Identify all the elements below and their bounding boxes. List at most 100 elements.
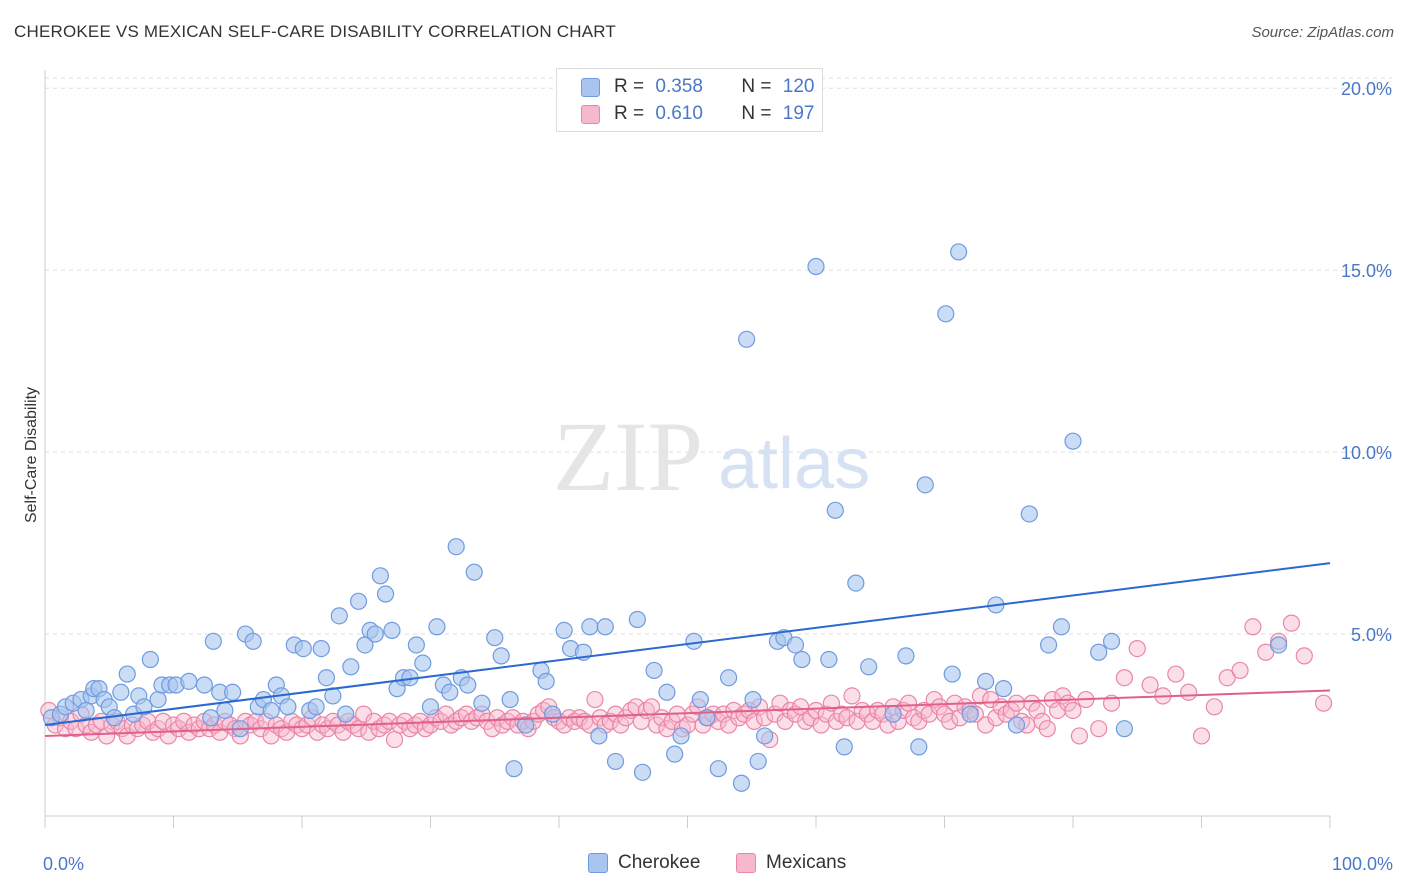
mexican-point: [1167, 665, 1185, 683]
cherokee-point: [732, 774, 751, 792]
legend-r-label: R =: [614, 103, 650, 124]
cherokee-point: [755, 727, 774, 745]
cherokee-point: [224, 683, 242, 701]
cherokee-point: [428, 618, 446, 636]
cherokee-point: [473, 694, 491, 712]
cherokee-point: [421, 698, 440, 716]
cherokee-point: [709, 760, 727, 778]
mexican-point: [1180, 683, 1198, 701]
cherokee-point: [633, 763, 652, 781]
watermark: ZIP atlas: [553, 401, 870, 512]
cherokee-point: [501, 690, 519, 709]
mexican-point: [1070, 727, 1089, 745]
cherokee-point: [807, 257, 825, 276]
cherokee-point: [77, 701, 95, 720]
bottom-legend-cherokee: Cherokee: [588, 852, 700, 874]
cherokee-label: Cherokee: [618, 852, 701, 873]
mexican-point: [1028, 701, 1046, 720]
cherokee-point: [118, 665, 136, 683]
cherokee-point: [961, 705, 979, 723]
cherokee-point: [180, 672, 198, 690]
mexican-point: [1231, 661, 1249, 680]
cherokee-point: [465, 563, 483, 581]
cherokee-point: [244, 632, 262, 650]
legend-r-value: 0.358: [655, 76, 703, 97]
cherokee-point: [977, 672, 995, 690]
mexican-point: [1038, 720, 1056, 738]
mexican-point: [1141, 676, 1159, 694]
cherokee-point: [685, 632, 703, 650]
mexican-point: [1064, 701, 1082, 720]
cherokee-point: [884, 705, 902, 723]
y-axis-title: Self-Care Disability: [23, 387, 40, 523]
cherokee-point: [916, 476, 934, 494]
cherokee-point: [317, 669, 336, 687]
cherokee-point: [543, 705, 562, 723]
cherokee-point: [910, 738, 928, 756]
legend-row-cherokee: R = 0.358 N = 120: [581, 74, 814, 100]
trend-lines: [44, 562, 1331, 737]
cherokee-point: [937, 305, 955, 323]
mexican-point: [98, 727, 116, 745]
y-tick-label: 5.0%: [1351, 625, 1392, 645]
cherokee-point: [195, 676, 213, 694]
cherokee-point: [950, 243, 968, 261]
cherokee-point: [330, 607, 348, 625]
cherokee-point: [441, 683, 459, 701]
cherokee-point: [294, 640, 312, 658]
cherokee-point: [492, 647, 510, 665]
cherokee-point: [860, 658, 878, 676]
cherokee-point: [414, 654, 432, 672]
mexican-point: [987, 709, 1005, 727]
x-tick-label: 100.0%: [1332, 854, 1393, 874]
legend-n-label: N =: [741, 76, 777, 97]
legend-n-value: 197: [782, 103, 815, 124]
legend-r-value: 0.610: [655, 103, 703, 124]
y-tick-label: 10.0%: [1341, 443, 1392, 463]
cherokee-point: [628, 610, 646, 629]
axes: [44, 70, 1331, 828]
cherokee-point: [820, 650, 838, 669]
mexican-point: [1218, 669, 1236, 687]
cherokee-point: [1052, 618, 1071, 636]
mexican-point: [1314, 694, 1333, 712]
cherokee-point: [555, 621, 573, 640]
cherokee-point: [606, 752, 625, 771]
cherokee-point: [698, 709, 716, 727]
mexicans-label: Mexicans: [766, 852, 847, 873]
cherokee-point: [691, 690, 709, 709]
bottom-legend-mexicans: Mexicans: [736, 852, 846, 874]
cherokee-point: [279, 698, 297, 716]
mexican-point: [899, 694, 918, 712]
source-credit: Source: ZipAtlas.com: [1251, 24, 1394, 41]
cherokee-point: [672, 727, 690, 745]
cherokee-point: [744, 690, 762, 709]
cherokee-point: [112, 683, 130, 701]
watermark-atlas: atlas: [718, 424, 870, 504]
mexican-point: [1090, 720, 1108, 738]
cherokee-point: [786, 636, 805, 654]
cherokee-point: [995, 680, 1013, 698]
cherokee-point: [216, 701, 234, 720]
cherokee-point: [1007, 716, 1026, 734]
cherokee-point: [826, 501, 844, 519]
mexican-point: [1295, 647, 1313, 665]
cherokee-point: [658, 683, 676, 701]
mexican-point: [1244, 618, 1262, 636]
cherokee-point: [738, 330, 756, 348]
cherokee-point: [505, 760, 523, 778]
cherokee-point: [847, 574, 865, 592]
y-tick-label: 15.0%: [1341, 261, 1392, 281]
mexican-point: [1257, 643, 1275, 661]
cherokee-point: [447, 538, 465, 556]
mexican-point: [1007, 694, 1026, 712]
watermark-zip: ZIP: [553, 401, 703, 512]
grid-lines: [45, 77, 1392, 635]
cherokee-point: [793, 650, 811, 669]
chart-title: CHEROKEE VS MEXICAN SELF-CARE DISABILITY…: [14, 22, 617, 41]
mexican-point: [1205, 698, 1223, 716]
cherokee-point: [943, 665, 961, 683]
cherokee-point: [1115, 720, 1134, 738]
legend-n-value: 120: [782, 76, 815, 97]
